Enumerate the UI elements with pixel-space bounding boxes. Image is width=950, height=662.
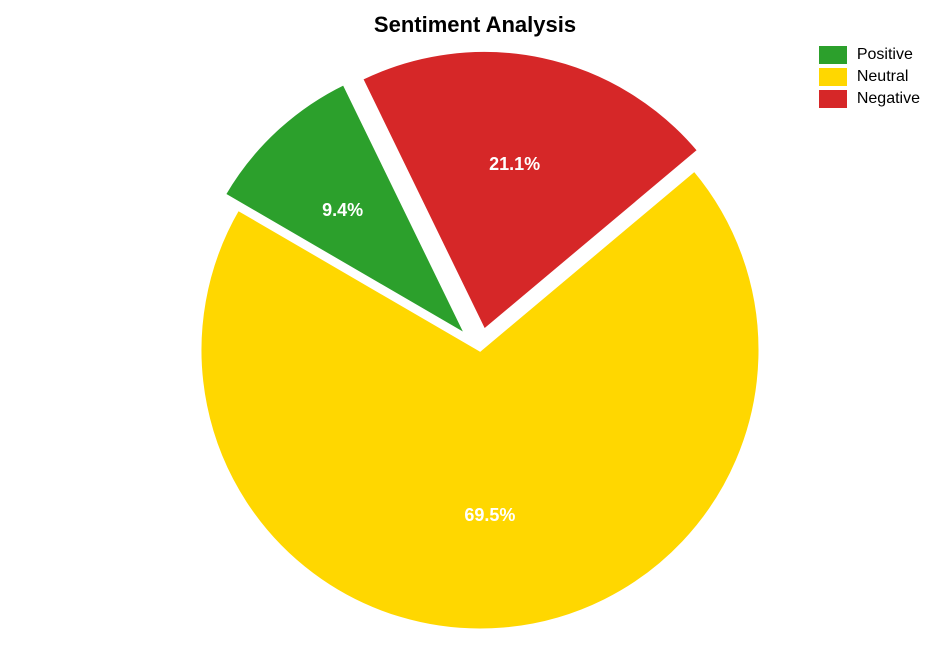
chart-legend: Positive Neutral Negative — [819, 46, 920, 112]
legend-label-negative: Negative — [857, 90, 920, 108]
legend-item-positive: Positive — [819, 46, 920, 64]
legend-swatch-positive — [819, 46, 847, 64]
legend-item-negative: Negative — [819, 90, 920, 108]
chart-title: Sentiment Analysis — [0, 12, 950, 38]
slice-label-negative: 21.1% — [489, 154, 540, 175]
legend-label-neutral: Neutral — [857, 68, 909, 86]
pie-chart-container: Sentiment Analysis 21.1% 9.4% 69.5% Positi… — [0, 0, 950, 662]
pie-chart-svg — [180, 50, 780, 650]
slice-label-neutral: 69.5% — [464, 505, 515, 526]
legend-swatch-neutral — [819, 68, 847, 86]
legend-label-positive: Positive — [857, 46, 913, 64]
legend-item-neutral: Neutral — [819, 68, 920, 86]
legend-swatch-negative — [819, 90, 847, 108]
slice-label-positive: 9.4% — [322, 200, 363, 221]
